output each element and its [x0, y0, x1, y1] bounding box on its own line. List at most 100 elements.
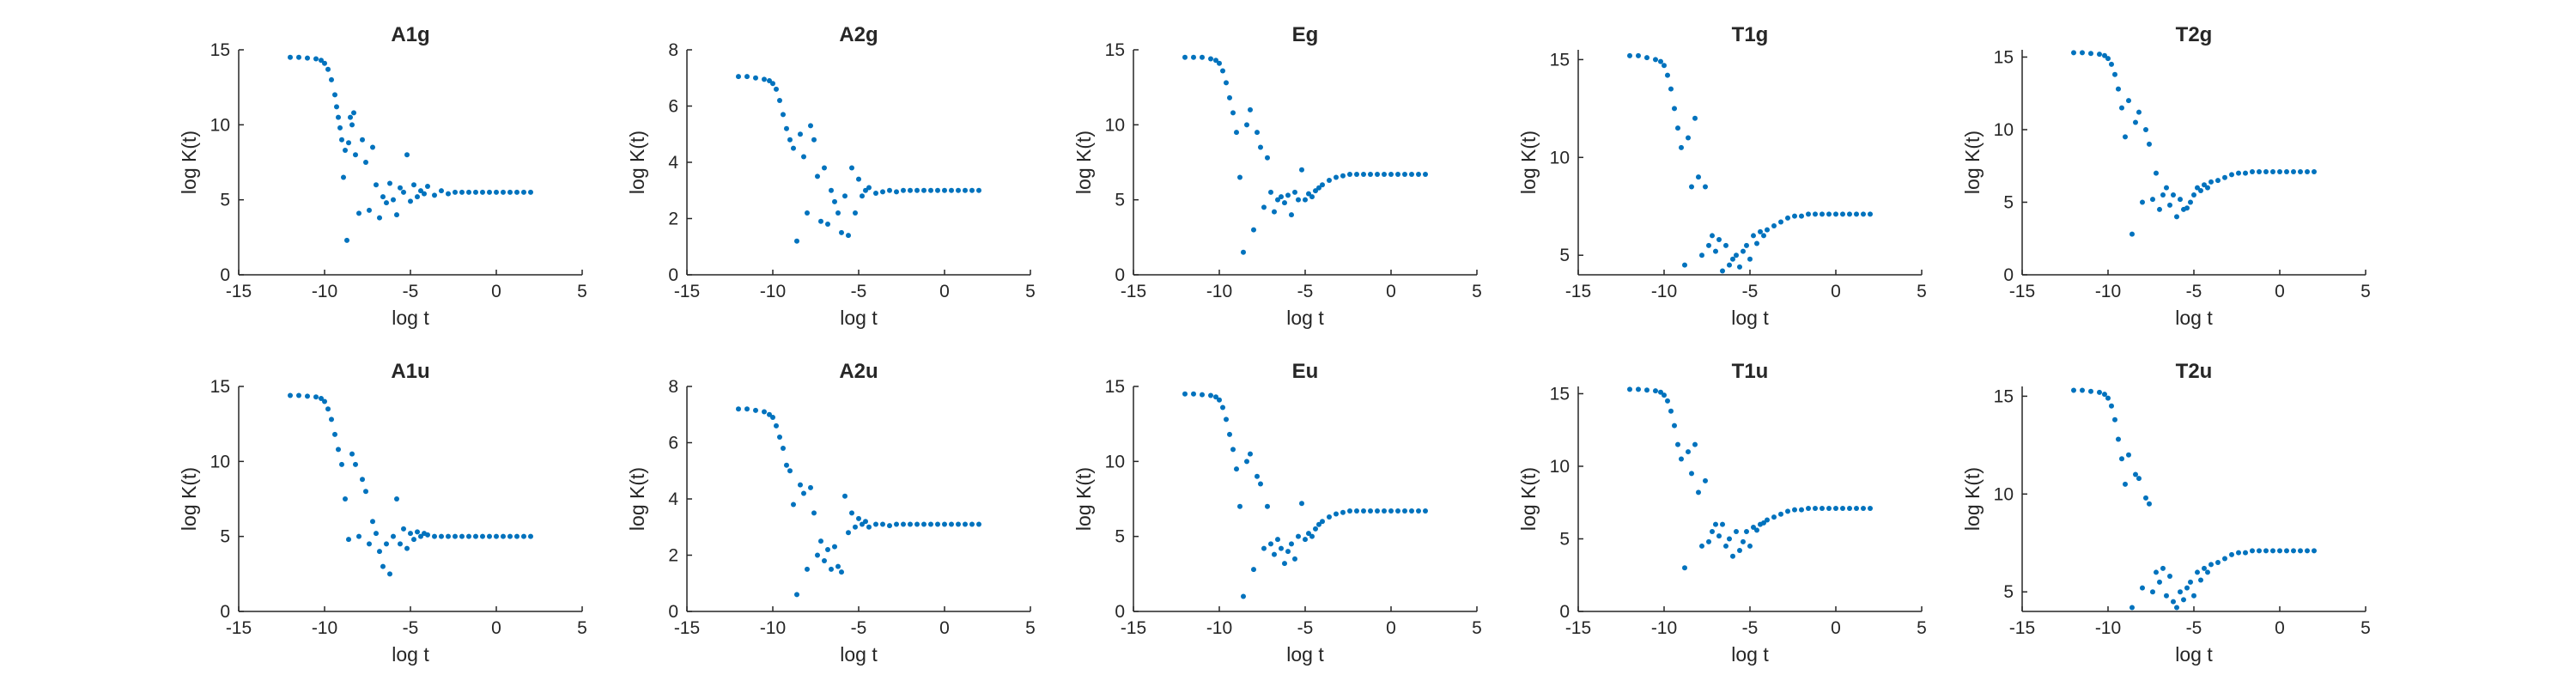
data-point: [459, 533, 465, 539]
data-point: [1303, 537, 1308, 543]
data-point: [1382, 508, 1387, 514]
data-point: [1347, 508, 1352, 514]
data-point: [801, 154, 806, 160]
x-axis-label: log t: [1286, 307, 1324, 329]
data-point: [1765, 517, 1770, 523]
data-point: [849, 165, 854, 171]
data-point: [1230, 110, 1236, 116]
data-point: [1696, 489, 1701, 495]
x-tick-label: 5: [577, 282, 587, 301]
data-point: [363, 160, 368, 165]
data-point: [1423, 171, 1428, 177]
data-point: [2312, 548, 2317, 554]
data-point: [1813, 211, 1818, 217]
data-point: [1409, 508, 1414, 514]
y-tick-label: 10: [1550, 148, 1570, 167]
data-point: [341, 174, 346, 180]
data-point: [1375, 171, 1380, 177]
data-point: [1679, 144, 1684, 150]
data-point: [1662, 63, 1667, 69]
data-point: [811, 137, 817, 143]
data-point: [453, 189, 458, 195]
data-point: [288, 392, 293, 398]
data-point: [1361, 508, 1366, 514]
data-point: [794, 238, 799, 244]
data-point: [411, 537, 416, 543]
data-point: [2305, 168, 2310, 174]
data-point: [1416, 508, 1421, 514]
y-tick-label: 15: [210, 377, 230, 397]
data-point: [2178, 197, 2183, 203]
y-tick-label: 10: [210, 452, 230, 471]
y-tick-label: 0: [220, 265, 230, 285]
data-point: [762, 76, 767, 82]
data-point: [391, 197, 396, 203]
data-point: [1368, 171, 1373, 177]
data-point: [348, 114, 353, 120]
data-point: [2191, 593, 2196, 599]
data-point: [901, 187, 906, 193]
y-tick-label: 6: [668, 97, 678, 117]
data-point: [1313, 188, 1318, 194]
data-point: [2154, 170, 2159, 176]
y-tick-label: 0: [668, 265, 678, 285]
x-tick-label: 0: [1386, 282, 1396, 301]
data-point: [1771, 514, 1777, 520]
data-point: [2147, 501, 2152, 507]
chart-title: T2g: [2176, 23, 2213, 46]
data-point: [2140, 199, 2145, 205]
data-point: [1213, 58, 1218, 64]
data-point: [2071, 50, 2076, 56]
data-point: [2195, 569, 2200, 575]
data-point: [1713, 521, 1718, 527]
data-point: [2109, 403, 2114, 409]
data-point: [2105, 56, 2111, 62]
data-point: [313, 394, 319, 400]
x-tick-label: -10: [2095, 618, 2121, 638]
y-tick-label: 0: [668, 602, 678, 622]
chart-title: A2u: [839, 360, 878, 383]
x-tick-label: -10: [312, 282, 337, 301]
data-point: [921, 187, 927, 193]
x-tick-label: 0: [491, 282, 501, 301]
data-point: [1320, 519, 1325, 525]
data-point: [736, 74, 741, 80]
data-point: [432, 192, 437, 198]
data-point: [425, 183, 430, 189]
data-point: [2097, 389, 2102, 395]
data-point: [935, 187, 940, 193]
data-point: [1699, 543, 1704, 549]
data-point: [1792, 213, 1797, 219]
x-tick-label: 5: [1472, 618, 1482, 638]
data-point: [1706, 242, 1711, 248]
data-point: [1692, 115, 1698, 121]
data-point: [2236, 170, 2241, 176]
data-point: [787, 468, 793, 474]
chart-title: T1u: [1732, 360, 1769, 383]
data-point: [1813, 505, 1818, 511]
data-point: [1826, 211, 1832, 217]
data-point: [2181, 597, 2186, 603]
data-point: [432, 533, 437, 539]
y-tick-label: 15: [1105, 377, 1125, 397]
x-tick-label: 5: [2360, 618, 2371, 638]
data-point: [873, 191, 878, 197]
data-point: [815, 552, 820, 558]
y-axis-label: log K(t): [626, 467, 648, 531]
x-tick-label: -10: [2095, 282, 2121, 301]
data-point: [2164, 185, 2169, 191]
data-point: [425, 532, 430, 538]
data-point: [880, 189, 885, 195]
data-point: [480, 189, 485, 195]
data-point: [1751, 233, 1756, 239]
data-point: [1296, 197, 1301, 203]
data-point: [2229, 172, 2234, 178]
data-point: [394, 212, 399, 218]
data-point: [1244, 459, 1249, 465]
data-point: [1778, 511, 1783, 517]
data-point: [863, 519, 868, 525]
data-point: [2154, 569, 2159, 575]
data-point: [398, 541, 403, 547]
panel-T1g: -15 -10 -5 0 5 5 10 15 T1g log t log K(t): [1517, 23, 1927, 329]
data-point: [374, 531, 379, 537]
